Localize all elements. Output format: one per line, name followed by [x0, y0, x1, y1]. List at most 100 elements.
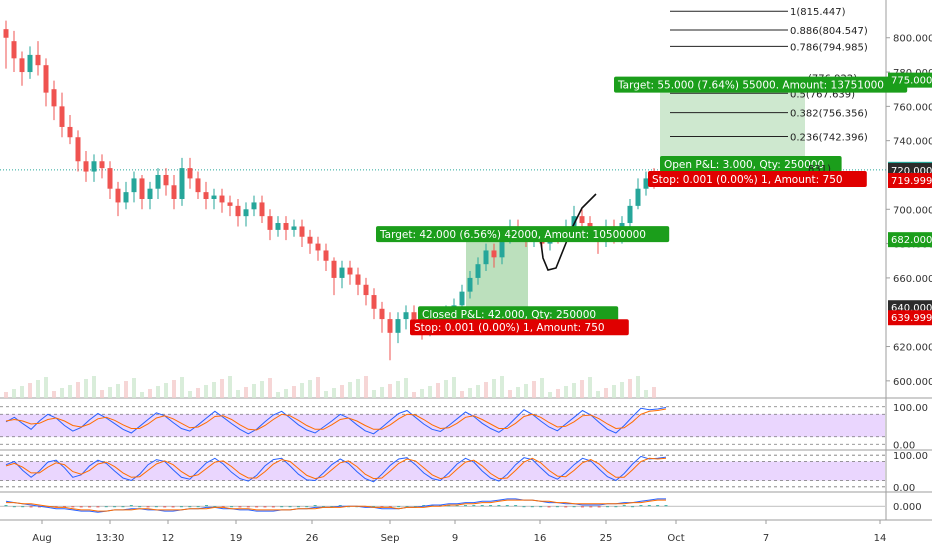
macd-histogram-bar	[614, 506, 618, 508]
price-badge-bg	[888, 310, 932, 326]
macd-histogram-bar	[656, 505, 660, 507]
position-1-pnl-label-bg	[418, 306, 619, 323]
macd-histogram-bar	[96, 506, 100, 508]
volume-bar	[220, 379, 224, 398]
macd-histogram-bar	[463, 505, 467, 507]
volume-bar	[244, 387, 248, 398]
macd-histogram-bar	[631, 506, 635, 508]
macd-histogram-bar	[522, 506, 526, 508]
position-1-target-label: Target: 42.000 (6.56%) 42000, Amount: 10…	[379, 229, 646, 241]
macd-histogram-bar	[355, 506, 359, 508]
fib-level-label: 1(815.447)	[790, 7, 846, 18]
candle-body	[267, 216, 273, 230]
macd-y-tick-label: 0.000	[893, 502, 922, 513]
macd-histogram-bar	[113, 506, 117, 508]
macd-histogram-bar	[347, 506, 351, 508]
macd-histogram-bar	[547, 506, 551, 508]
candle-body	[99, 161, 105, 169]
price-badge-label: 682.000	[891, 235, 932, 246]
candle-body	[147, 188, 153, 199]
macd-histogram-bar	[196, 506, 200, 508]
macd-histogram-bar	[647, 505, 651, 507]
volume-bar	[652, 387, 656, 398]
price-badge-bg	[888, 232, 932, 248]
volume-bar	[564, 386, 568, 398]
volume-bar	[316, 377, 320, 398]
x-tick-label: Aug	[32, 533, 52, 544]
macd-histogram-bar	[138, 506, 142, 508]
macd-histogram-bar	[539, 506, 543, 508]
candle-body	[571, 216, 577, 227]
x-tick-label: 16	[534, 533, 547, 544]
macd-histogram-bar	[589, 506, 593, 508]
volume-bar	[68, 385, 72, 398]
position-2-stop-label: Stop: 0.001 (0.00%) 1, Amount: 750	[652, 174, 843, 186]
y-tick-label: 660.000	[893, 274, 932, 285]
volume-bar	[436, 383, 440, 398]
macd-histogram-bar	[639, 505, 643, 507]
candle-body	[251, 202, 257, 210]
volume-bar	[428, 386, 432, 398]
volume-bar	[388, 384, 392, 398]
x-tick-label: 25	[600, 533, 613, 544]
candle-body	[331, 260, 337, 278]
volume-bar	[124, 381, 128, 398]
macd-histogram-bar	[305, 506, 309, 508]
volume-bar	[556, 389, 560, 398]
oscillator-2-band	[0, 461, 885, 481]
volume-bar	[36, 380, 40, 398]
macd-histogram-bar	[363, 506, 367, 508]
macd-histogram-bar	[263, 506, 267, 508]
macd-histogram-bar	[555, 506, 559, 508]
x-tick-label: 26	[306, 533, 319, 544]
volume-bar	[84, 379, 88, 398]
candle-body	[171, 185, 177, 199]
y-tick-label: 740.000	[893, 137, 932, 148]
fib-level-label: 0.886(804.547)	[790, 26, 868, 37]
candle-body	[379, 308, 385, 320]
candle-body	[323, 250, 329, 261]
macd-histogram-bar	[338, 505, 342, 507]
position-1-pnl-label: Closed P&L: 42.000, Qty: 250000	[422, 309, 596, 321]
macd-histogram-bar	[121, 506, 125, 508]
candle-body	[499, 236, 505, 258]
volume-bar	[476, 385, 480, 398]
volume-bar	[324, 391, 328, 398]
oscillator-2-y-tick-label: 0.00	[893, 483, 915, 494]
x-tick-label: 9	[452, 533, 458, 544]
volume-bar	[628, 379, 632, 398]
volume-bar	[380, 387, 384, 398]
candle-body	[195, 178, 201, 193]
macd-histogram-bar	[597, 506, 601, 508]
oscillator-1-y-tick-label: 0.00	[893, 440, 915, 451]
candle-body	[467, 277, 473, 292]
position-1-target-zone	[466, 240, 528, 313]
candle-body	[155, 174, 161, 189]
candle-body	[211, 195, 217, 199]
macd-histogram-bar	[397, 506, 401, 508]
macd-histogram-bar	[171, 506, 175, 508]
volume-bar	[28, 383, 32, 398]
candle-body	[371, 295, 377, 309]
macd-histogram-bar	[79, 506, 83, 508]
x-tick-label: 13:30	[96, 533, 125, 544]
volume-bar	[420, 389, 424, 398]
volume-bar	[228, 376, 232, 398]
macd-histogram-bar	[430, 505, 434, 507]
volume-bar	[284, 389, 288, 398]
macd-histogram-bar	[380, 506, 384, 508]
fib-level-label: 0.5(767.639)	[790, 89, 855, 100]
volume-bar	[396, 381, 400, 398]
macd-histogram-bar	[255, 506, 259, 508]
candle-body	[11, 41, 17, 59]
oscillator-1-series-line	[5, 407, 667, 435]
volume-bar	[140, 392, 144, 398]
price-badge-bg	[888, 72, 932, 88]
volume-bar	[492, 379, 496, 398]
candle-body	[291, 226, 297, 230]
candle-body	[643, 178, 649, 189]
macd-histogram-bar	[213, 506, 217, 508]
price-badge-label: 720.000	[891, 166, 932, 177]
